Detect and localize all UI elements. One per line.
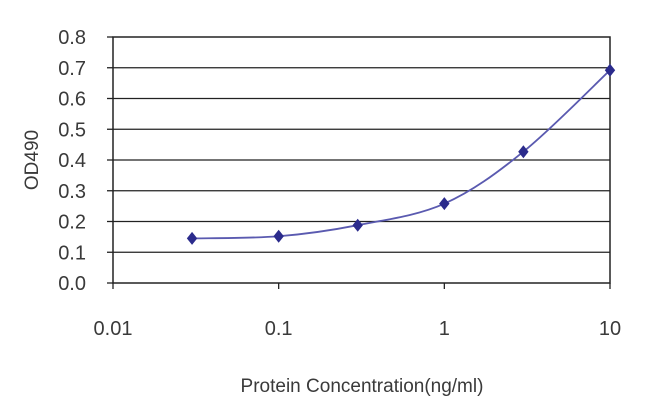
x-tick-label: 0.01 [94,318,133,340]
y-tick-label: 0.6 [58,89,86,111]
x-tick-label: 10 [599,318,621,340]
x-tick-label: 0.1 [265,318,293,340]
y-tick-label: 0.8 [58,27,86,49]
data-point [439,197,450,211]
y-tick-label: 0.0 [58,273,86,295]
series-group [186,63,616,245]
data-point [604,63,616,77]
y-tick-label: 0.1 [58,242,86,264]
series-line [192,69,611,240]
horizontal-gridlines [113,67,610,253]
y-tick-label: 0.3 [58,181,86,203]
data-point [273,229,284,243]
data-point [352,218,363,232]
y-tick-label: 0.4 [58,150,86,172]
y-tick-label: 0.2 [58,212,86,234]
y-tick-label: 0.5 [58,119,86,141]
y-axis-label: OD490 [22,130,43,190]
y-axis-tick-labels: 0.0 0.1 0.2 0.3 0.4 0.5 0.6 0.7 0.8 [58,27,113,295]
data-point [518,145,529,159]
y-tick-label: 0.7 [58,58,86,80]
x-axis-tick-labels: 0.01 0.1 1 10 [94,283,621,340]
x-tick-label: 1 [439,318,450,340]
x-axis-label: Protein Concentration(ng/ml) [241,376,484,397]
data-point [186,231,198,245]
